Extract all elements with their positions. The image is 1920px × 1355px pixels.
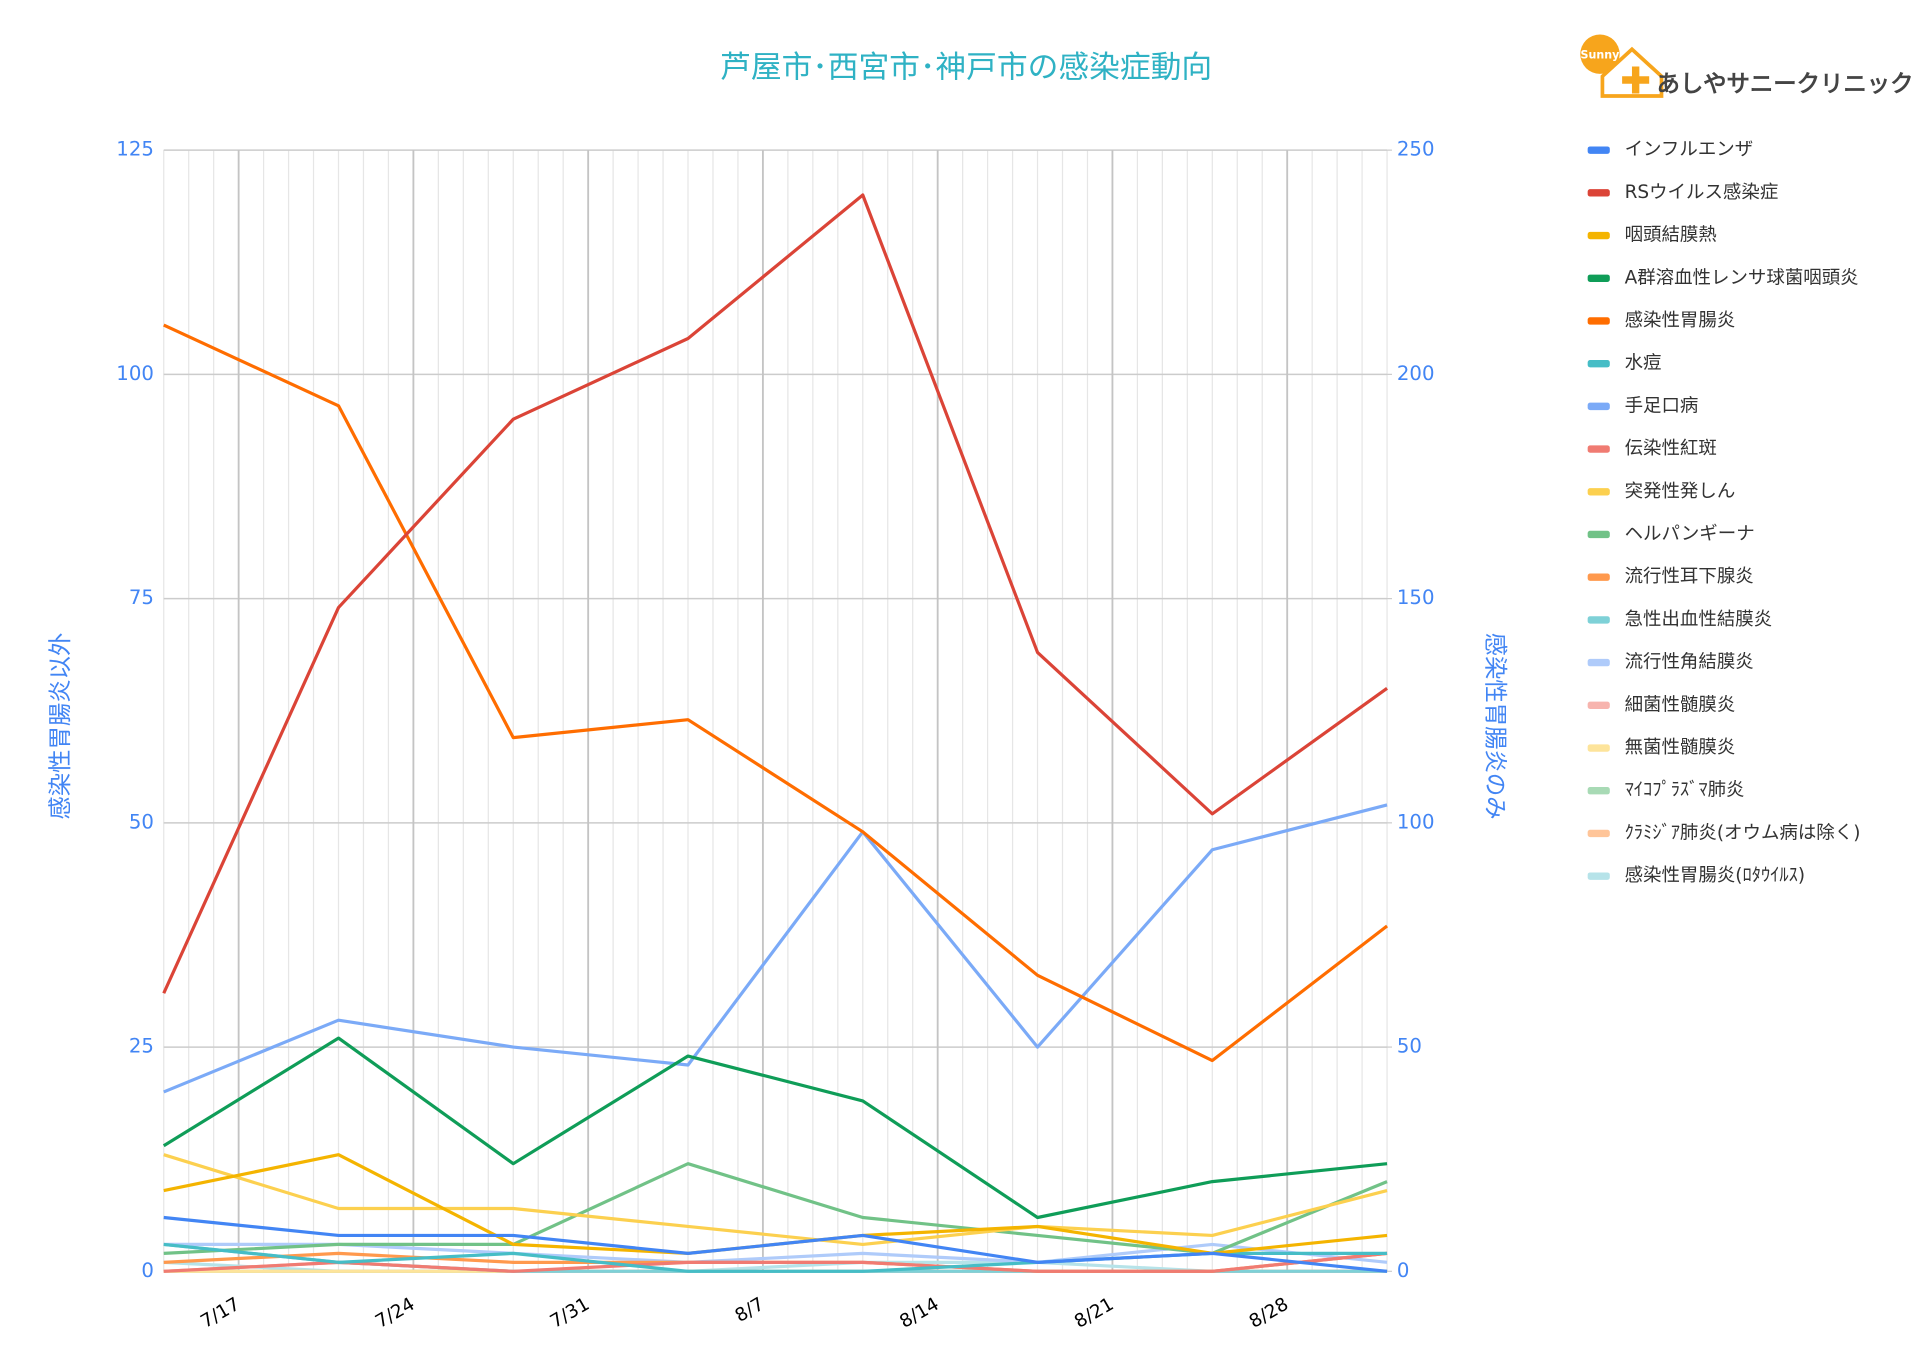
logo-sun <box>1580 34 1620 74</box>
legend-swatch <box>1587 359 1610 368</box>
logo-cross <box>1622 66 1650 94</box>
y-tick-label: 125 <box>116 138 154 161</box>
legend-swatch <box>1587 189 1610 197</box>
legend-label: ｸﾗﾐｼﾞｱ肺炎(オウム病は除く) <box>1625 822 1861 843</box>
legend-label: 流行性角結膜炎 <box>1625 652 1754 673</box>
y2-tick-label: 0 <box>1397 1259 1410 1282</box>
legend-label: 水痘 <box>1625 353 1662 374</box>
legend-swatch <box>1587 146 1610 154</box>
legend-label: 伝染性紅斑 <box>1625 438 1717 459</box>
series-line <box>162 193 1388 994</box>
y2-tick-label: 200 <box>1397 362 1435 385</box>
legend-swatch <box>1587 744 1610 752</box>
y2-tick-label: 100 <box>1397 810 1435 833</box>
legend-swatch <box>1587 872 1610 880</box>
chart-title: 芦屋市･西宮市･神戸市の感染症動向 <box>720 49 1212 85</box>
legend-label: 感染性胃腸炎 <box>1625 310 1736 331</box>
logo: Sunny あしやサニークリニック <box>1580 34 1914 98</box>
logo-badge: Sunny <box>1581 48 1621 61</box>
logo-house <box>1600 46 1664 98</box>
legend-swatch <box>1587 274 1610 282</box>
y-axis-title: 感染性胃腸炎以外 <box>46 633 74 820</box>
legend-swatch <box>1587 829 1610 838</box>
legend-swatch <box>1587 616 1610 624</box>
legend-label: A群溶血性レンサ球菌咽頭炎 <box>1625 267 1859 288</box>
series-line <box>163 323 1389 1063</box>
legend-swatch <box>1587 530 1610 539</box>
legend-swatch <box>1587 317 1610 325</box>
logo-name: あしやサニークリニック <box>1657 69 1914 97</box>
y-tick-label: 100 <box>116 362 154 385</box>
legend-label: RSウイルス感染症 <box>1625 182 1779 203</box>
series-line <box>163 1153 1388 1247</box>
legend-label: 咽頭結膜熱 <box>1625 225 1717 246</box>
y-tick-label: 50 <box>129 810 154 833</box>
y2-tick-label: 50 <box>1397 1035 1422 1058</box>
legend-label: 無菌性髄膜炎 <box>1625 737 1736 758</box>
y2-tick-label: 250 <box>1397 138 1435 161</box>
legend-swatch <box>1587 573 1610 581</box>
y2-tick-label: 150 <box>1397 586 1435 609</box>
legend-label: 突発性発しん <box>1625 481 1736 502</box>
y2-axis-title: 感染性胃腸炎のみ <box>1482 633 1510 820</box>
legend-label: インフルエンザ <box>1625 139 1754 160</box>
y-tick-label: 0 <box>141 1259 154 1282</box>
legend-swatch <box>1587 787 1610 795</box>
series-line <box>163 803 1388 1094</box>
legend-swatch <box>1587 445 1610 453</box>
legend-swatch <box>1587 231 1610 240</box>
series-line <box>162 1036 1388 1220</box>
legend-label: 手足口病 <box>1625 395 1699 416</box>
y-tick-label: 75 <box>129 586 154 609</box>
legend-label: 細菌性髄膜炎 <box>1625 694 1736 715</box>
legend-swatch <box>1587 488 1610 496</box>
series-line <box>163 1215 1388 1273</box>
legend-label: 感染性胃腸炎(ﾛﾀｳｲﾙｽ) <box>1625 865 1805 886</box>
legend-label: ヘルパンギーナ <box>1625 523 1755 544</box>
y-tick-label: 25 <box>129 1035 154 1058</box>
legend-swatch <box>1587 658 1610 667</box>
legend-label: 流行性耳下腺炎 <box>1625 566 1754 587</box>
legend-label: ﾏｲｺﾌﾟﾗｽﾞﾏ肺炎 <box>1625 780 1745 801</box>
legend-swatch <box>1587 402 1610 411</box>
legend-swatch <box>1587 701 1610 710</box>
series-line <box>163 1251 1388 1273</box>
legend-label: 急性出血性結膜炎 <box>1625 609 1773 630</box>
